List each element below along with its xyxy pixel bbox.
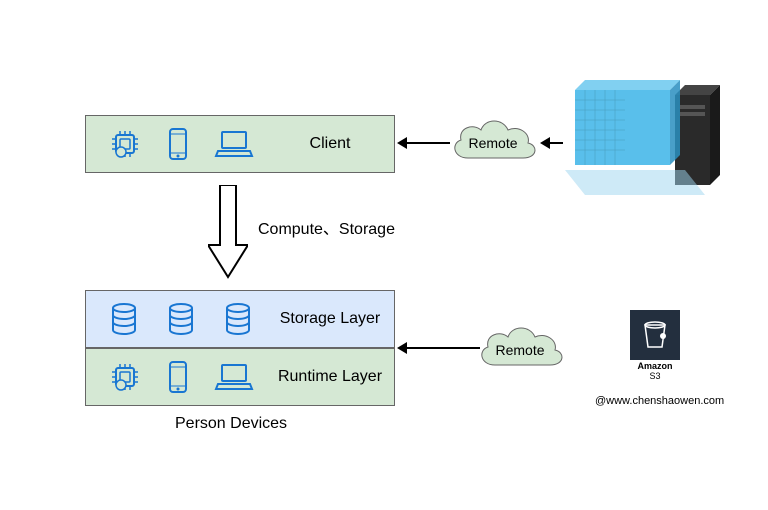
compute-storage-label: Compute、Storage bbox=[258, 215, 395, 239]
database-icon bbox=[109, 302, 139, 336]
client-label: Client bbox=[266, 134, 394, 153]
runtime-layer-box: Runtime Layer bbox=[85, 348, 395, 406]
storage-layer-label: Storage Layer bbox=[266, 309, 394, 328]
remote-label-2: Remote bbox=[495, 342, 544, 358]
client-box: Client bbox=[85, 115, 395, 173]
database-icon bbox=[223, 302, 253, 336]
database-icon bbox=[166, 302, 196, 336]
laptop-icon bbox=[214, 129, 254, 159]
down-arrow bbox=[208, 185, 248, 280]
amazon-s3: Amazon S3 bbox=[625, 310, 685, 380]
remote-label-1: Remote bbox=[468, 135, 517, 151]
runtime-layer-label: Runtime Layer bbox=[266, 367, 394, 386]
phone-icon bbox=[167, 360, 189, 394]
attribution: @www.chenshaowen.com bbox=[595, 395, 724, 407]
cpu-icon bbox=[108, 360, 142, 394]
computer-illustration bbox=[555, 70, 720, 200]
client-icons bbox=[86, 127, 266, 161]
remote-cloud-2: Remote bbox=[470, 320, 570, 380]
runtime-icons bbox=[86, 360, 266, 394]
person-devices-label: Person Devices bbox=[175, 415, 287, 433]
laptop-icon bbox=[214, 362, 254, 392]
s3-bucket-icon bbox=[630, 310, 680, 360]
s3-subtitle: S3 bbox=[625, 372, 685, 382]
cpu-icon bbox=[108, 127, 142, 161]
storage-layer-box: Storage Layer bbox=[85, 290, 395, 348]
phone-icon bbox=[167, 127, 189, 161]
remote-cloud-1: Remote bbox=[443, 113, 543, 173]
storage-icons bbox=[86, 302, 266, 336]
